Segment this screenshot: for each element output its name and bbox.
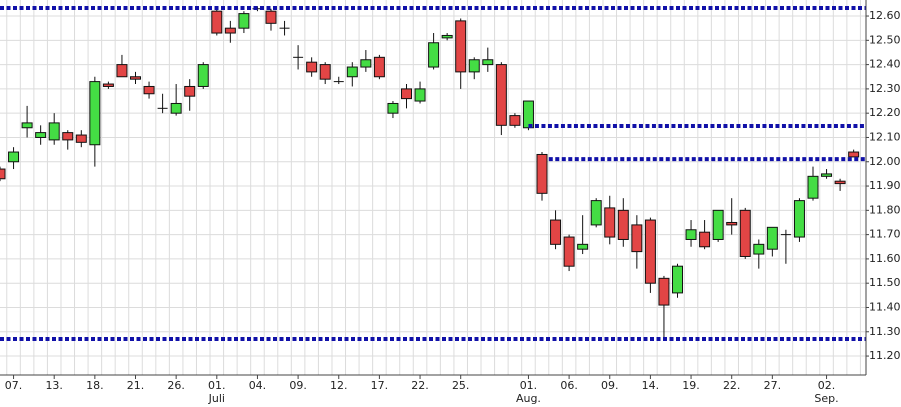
candle-body	[468, 59, 480, 73]
x-tick-label: 13.	[45, 379, 63, 392]
candle-body	[143, 85, 155, 95]
candle-body	[197, 64, 209, 87]
candle-body	[644, 219, 656, 284]
y-tick-label: 11.700	[869, 228, 901, 241]
candle-body	[577, 243, 589, 250]
candle-body	[21, 122, 33, 129]
candle-body	[631, 224, 643, 253]
candle-body	[563, 236, 575, 267]
candle-body	[766, 226, 778, 250]
x-tick-label: 27.	[764, 379, 782, 392]
y-tick-label: 11.200	[869, 349, 901, 362]
candle-body	[428, 42, 440, 68]
candle-body	[238, 13, 250, 29]
candle-body	[699, 231, 711, 248]
candle-body	[712, 209, 724, 240]
candle-body	[807, 175, 819, 199]
x-tick-label: 17.	[371, 379, 389, 392]
candle-body	[89, 81, 101, 146]
candle-body	[0, 168, 6, 180]
x-tick-label: 01.	[208, 379, 226, 392]
x-tick-label: 12.	[330, 379, 348, 392]
candle-body	[550, 219, 562, 245]
y-tick-label: 12.300	[869, 82, 901, 95]
candle-body	[62, 132, 74, 141]
candle-body	[8, 151, 20, 163]
candle-body	[265, 10, 277, 24]
x-tick-label: 14.	[642, 379, 660, 392]
x-tick-label: 01.	[520, 379, 538, 392]
x-tick-label: 04.	[249, 379, 267, 392]
candle-body	[373, 56, 385, 78]
candle-body	[35, 132, 47, 138]
x-tick-label: 25.	[452, 379, 470, 392]
candle-body	[306, 61, 318, 73]
candle-body	[482, 59, 494, 66]
y-tick-label: 12.500	[869, 33, 901, 46]
y-tick-label: 11.800	[869, 203, 901, 216]
candle-body	[346, 66, 358, 78]
y-tick-label: 12.000	[869, 155, 901, 168]
candle-body	[590, 200, 602, 226]
candle-body	[455, 20, 467, 73]
y-tick-label: 12.100	[869, 130, 901, 143]
candle-body	[102, 83, 114, 87]
y-tick-label: 11.300	[869, 325, 901, 338]
y-tick-label: 12.600	[869, 9, 901, 22]
candle-body	[116, 64, 128, 78]
candle-body	[319, 64, 331, 80]
candle-body	[495, 64, 507, 126]
candle-body	[211, 10, 223, 34]
candle-body	[522, 100, 534, 129]
x-month-label: Aug.	[516, 392, 541, 405]
candle-body	[617, 209, 629, 240]
x-month-label: Sep.	[814, 392, 838, 405]
candle-body	[184, 85, 196, 97]
y-tick-label: 11.900	[869, 179, 901, 192]
x-tick-label: 02.	[818, 379, 836, 392]
candle-body	[360, 59, 372, 68]
candle-body	[726, 221, 738, 226]
candle-body	[414, 88, 426, 102]
candle-body	[130, 76, 141, 80]
candle-body	[75, 134, 87, 143]
candle-body	[658, 277, 670, 306]
x-tick-label: 18.	[86, 379, 104, 392]
candle-body	[834, 180, 846, 185]
candle-body	[441, 34, 453, 39]
candle-body	[170, 102, 182, 114]
candle-body	[821, 173, 833, 177]
x-tick-label: 21.	[127, 379, 145, 392]
candle-body	[387, 102, 399, 114]
candle-body	[753, 243, 765, 255]
y-tick-label: 12.400	[869, 58, 901, 71]
x-tick-label: 09.	[289, 379, 307, 392]
candle-body	[224, 27, 236, 34]
candle-body	[401, 88, 412, 100]
y-tick-label: 11.400	[869, 300, 901, 313]
x-tick-label: 06.	[560, 379, 578, 392]
candle-body	[536, 153, 548, 194]
x-tick-label: 26.	[167, 379, 185, 392]
candle-body	[848, 151, 860, 158]
candle-body	[685, 229, 697, 240]
plot	[0, 0, 866, 375]
x-tick-label: 19.	[682, 379, 700, 392]
x-month-label: Juli	[208, 392, 225, 405]
x-tick-label: 22.	[411, 379, 429, 392]
candle-body	[604, 207, 616, 238]
candle-body	[509, 115, 521, 126]
x-tick-label: 22.	[723, 379, 741, 392]
candle-body	[48, 122, 60, 141]
y-tick-label: 12.200	[869, 106, 901, 119]
candle-body	[793, 200, 805, 238]
y-tick-label: 11.600	[869, 252, 901, 265]
x-tick-label: 07.	[5, 379, 23, 392]
candle-body	[739, 209, 751, 257]
candle-body	[672, 265, 683, 294]
y-tick-label: 11.500	[869, 276, 901, 289]
x-tick-label: 09.	[601, 379, 619, 392]
